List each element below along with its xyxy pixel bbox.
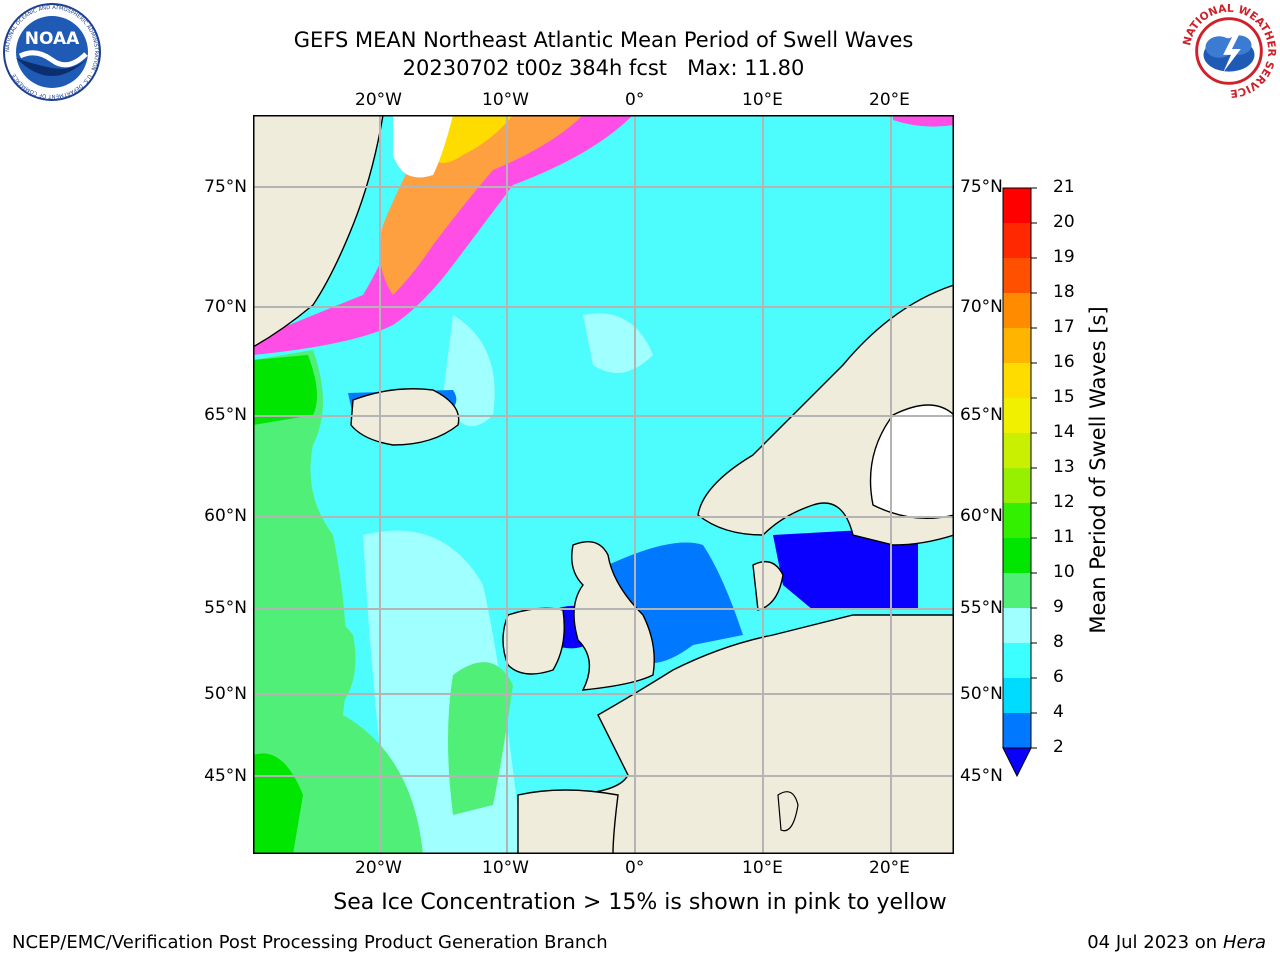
swell-period-map — [252, 114, 955, 855]
colorbar-tick-label: 17 — [1053, 317, 1075, 337]
lon-label-bottom: 20°E — [869, 858, 910, 878]
lat-label-right: 60°N — [960, 506, 1003, 526]
colorbar-tick-label: 16 — [1053, 352, 1075, 372]
footer-date: 04 Jul 2023 on — [1087, 932, 1223, 953]
chart-subtitle: 20230702 t00z 384h fcst Max: 11.80 — [402, 56, 805, 80]
lat-label-right: 75°N — [960, 177, 1003, 197]
colorbar-tick-label: 14 — [1053, 422, 1075, 442]
lon-label-bottom: 0° — [625, 858, 645, 878]
lon-label-bottom: 20°W — [355, 858, 402, 878]
lat-label-left: 70°N — [204, 297, 247, 317]
colorbar-tick-label: 9 — [1053, 597, 1064, 617]
colorbar-tick-label: 21 — [1053, 177, 1075, 197]
colorbar-band — [1003, 608, 1031, 643]
lat-label-left: 55°N — [204, 598, 247, 618]
lon-label-top: 20°W — [355, 90, 402, 110]
colorbar-band — [1003, 293, 1031, 328]
sea-ice-note: Sea Ice Concentration > 15% is shown in … — [333, 890, 947, 915]
map-frame — [253, 115, 954, 854]
graticule — [253, 115, 954, 854]
colorbar-band — [1003, 328, 1031, 363]
noaa-logo: NOAA NATIONAL OCEANIC AND ATMOSPHERIC AD… — [2, 2, 102, 102]
lat-label-right: 50°N — [960, 684, 1003, 704]
colorbar-band — [1003, 188, 1031, 223]
lat-label-left: 75°N — [204, 177, 247, 197]
colorbar-band — [1003, 468, 1031, 503]
colorbar-tick-label: 18 — [1053, 282, 1075, 302]
colorbar-tick-label: 15 — [1053, 387, 1075, 407]
lat-label-left: 45°N — [204, 766, 247, 786]
lat-label-left: 60°N — [204, 506, 247, 526]
footer-host: Hera — [1222, 932, 1266, 953]
colorbar-band — [1003, 678, 1031, 713]
colorbar-band — [1003, 258, 1031, 293]
colorbar-tick-label: 2 — [1053, 737, 1064, 757]
lon-label-top: 20°E — [869, 90, 910, 110]
chart-title: GEFS MEAN Northeast Atlantic Mean Period… — [293, 28, 914, 52]
colorbar-title: Mean Period of Swell Waves [s] — [1086, 306, 1110, 634]
lat-label-left: 50°N — [204, 684, 247, 704]
lon-label-bottom: 10°W — [482, 858, 529, 878]
colorbar-tick-label: 6 — [1053, 667, 1064, 687]
colorbar — [1002, 187, 1037, 783]
colorbar-tick-label: 12 — [1053, 492, 1075, 512]
sea-ice-overlay — [253, 115, 954, 355]
colorbar-band — [1003, 398, 1031, 433]
colorbar-extend-triangle — [1002, 747, 1032, 778]
lon-label-top: 0° — [625, 90, 645, 110]
nws-logo: NATIONAL WEATHER SERVICE — [1180, 2, 1278, 101]
colorbar-tick-label: 13 — [1053, 457, 1075, 477]
colorbar-tick-label: 4 — [1053, 702, 1064, 722]
colorbar-band — [1003, 573, 1031, 608]
colorbar-band — [1003, 713, 1031, 748]
colorbar-band — [1003, 433, 1031, 468]
islands — [777, 791, 799, 832]
lon-label-top: 10°W — [482, 90, 529, 110]
noaa-logo-text: NOAA — [25, 29, 80, 49]
lat-label-right: 45°N — [960, 766, 1003, 786]
map-canvas — [252, 114, 955, 855]
colorbar-band — [1003, 503, 1031, 538]
lat-label-left: 65°N — [204, 405, 247, 425]
lon-label-bottom: 10°E — [742, 858, 783, 878]
field-10-11s — [253, 355, 317, 854]
colorbar-svg — [1002, 187, 1037, 778]
lat-label-right: 65°N — [960, 405, 1003, 425]
footer-left: NCEP/EMC/Verification Post Processing Pr… — [12, 932, 608, 953]
lon-label-top: 10°E — [742, 90, 783, 110]
colorbar-band — [1003, 363, 1031, 398]
footer-right: 04 Jul 2023 on Hera — [1087, 932, 1266, 953]
colorbar-tick-label: 20 — [1053, 212, 1075, 232]
colorbar-tick-label: 8 — [1053, 632, 1064, 652]
colorbar-tick-label: 19 — [1053, 247, 1075, 267]
lat-label-right: 55°N — [960, 598, 1003, 618]
colorbar-band — [1003, 643, 1031, 678]
colorbar-tick-label: 10 — [1053, 562, 1075, 582]
colorbar-band — [1003, 538, 1031, 573]
colorbar-tick-label: 11 — [1053, 527, 1075, 547]
lat-label-right: 70°N — [960, 297, 1003, 317]
colorbar-band — [1003, 223, 1031, 258]
